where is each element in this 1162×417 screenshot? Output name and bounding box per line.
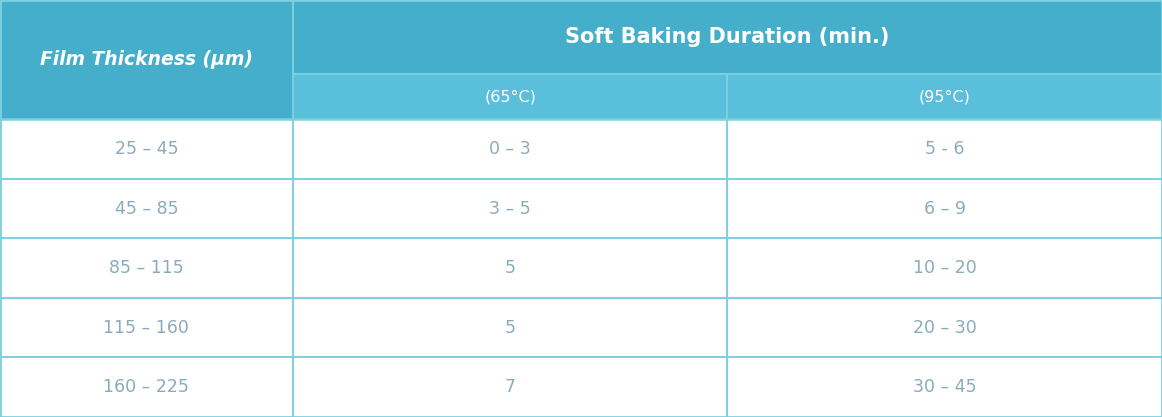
Text: 3 – 5: 3 – 5 xyxy=(489,200,531,218)
Text: Soft Baking Duration (min.): Soft Baking Duration (min.) xyxy=(565,27,890,47)
Text: 10 – 20: 10 – 20 xyxy=(913,259,976,277)
Bar xyxy=(0,74,293,119)
Bar xyxy=(0,0,1162,74)
Bar xyxy=(727,74,1162,119)
Text: 85 – 115: 85 – 115 xyxy=(109,259,184,277)
Text: 5: 5 xyxy=(504,319,516,337)
Text: 0 – 3: 0 – 3 xyxy=(489,140,531,158)
Text: 115 – 160: 115 – 160 xyxy=(103,319,189,337)
Bar xyxy=(0,119,1162,179)
Text: (65°C): (65°C) xyxy=(485,89,536,104)
Bar xyxy=(0,357,1162,417)
Text: 6 – 9: 6 – 9 xyxy=(924,200,966,218)
Text: (95°C): (95°C) xyxy=(919,89,970,104)
Text: Film Thickness (μm): Film Thickness (μm) xyxy=(40,50,253,69)
Bar xyxy=(0,298,1162,357)
Text: 20 – 30: 20 – 30 xyxy=(913,319,976,337)
Text: 5: 5 xyxy=(504,259,516,277)
Text: 30 – 45: 30 – 45 xyxy=(913,378,976,396)
Text: 45 – 85: 45 – 85 xyxy=(115,200,178,218)
Bar xyxy=(0,179,1162,239)
Bar xyxy=(293,74,727,119)
Text: 5 - 6: 5 - 6 xyxy=(925,140,964,158)
Text: 7: 7 xyxy=(504,378,516,396)
Bar xyxy=(0,239,1162,298)
Text: 25 – 45: 25 – 45 xyxy=(115,140,178,158)
Text: 160 – 225: 160 – 225 xyxy=(103,378,189,396)
